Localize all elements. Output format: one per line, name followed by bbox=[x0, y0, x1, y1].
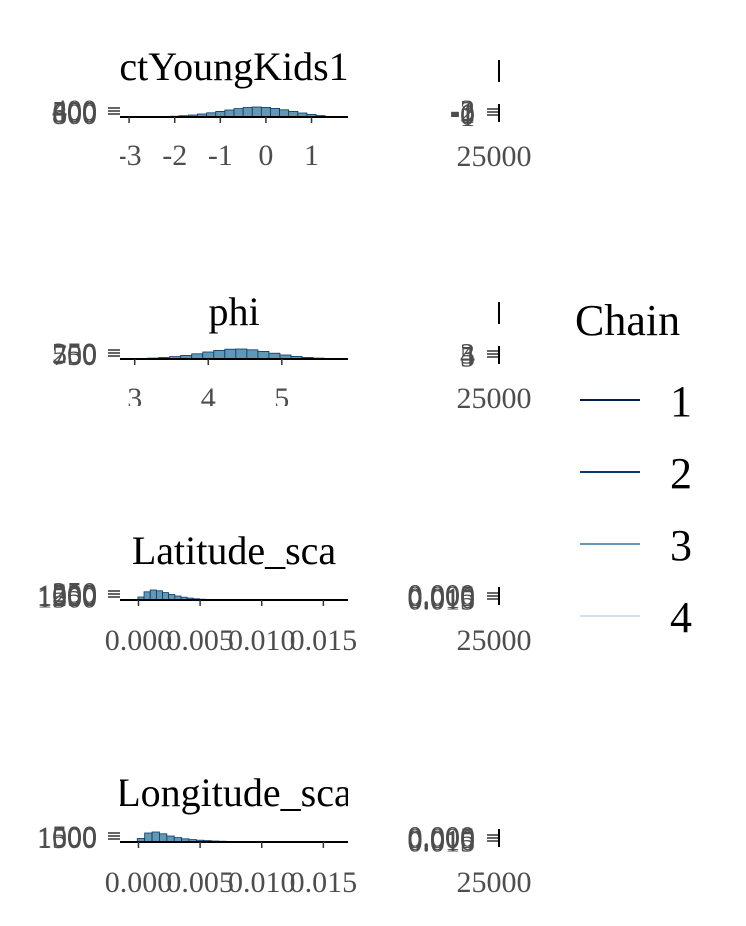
hist-bar bbox=[213, 349, 226, 360]
x-tick-label: 0.005 bbox=[166, 866, 234, 899]
panel-trace-2: 345 25000 bbox=[457, 302, 532, 415]
x-tick-label: 0.000 bbox=[105, 866, 173, 899]
trace-y-tick-label: 4 bbox=[460, 339, 475, 372]
trace-y-tick-label: -1 bbox=[450, 97, 475, 130]
hist-bar bbox=[251, 106, 262, 118]
trace-y-tick-label: 0.015 bbox=[408, 825, 476, 858]
hist-bar bbox=[242, 107, 253, 118]
panel-hist-4: Longitude_sca bbox=[116, 770, 352, 843]
trace-y-tick-label: 5 bbox=[460, 341, 475, 374]
trace-y-tick-label: 0.005 bbox=[408, 580, 476, 613]
hist-bar bbox=[224, 348, 237, 360]
x-tick-label: -1 bbox=[208, 139, 233, 172]
hist-bar bbox=[144, 832, 153, 843]
trace-y-tick-label: 0.000 bbox=[408, 579, 476, 612]
trace-y-tick-label: 0.000 bbox=[408, 821, 476, 854]
x-tick-label: 5 bbox=[274, 382, 289, 415]
hist-bar bbox=[235, 348, 248, 360]
panel-hist-3: Latitude_sca bbox=[120, 528, 348, 601]
legend-label-chain-2: 2 bbox=[670, 449, 692, 498]
trace-y-tick-label: 0.010 bbox=[408, 824, 476, 857]
legend: Chain 1 2 3 4 bbox=[575, 296, 692, 642]
x-tick-label: 0 bbox=[258, 139, 273, 172]
hist-bar bbox=[233, 108, 244, 118]
y-tick-label: 500 bbox=[52, 820, 97, 853]
trace-x-tick: 25000 bbox=[457, 624, 532, 657]
legend-label-chain-3: 3 bbox=[670, 521, 692, 570]
hist-bar bbox=[162, 592, 170, 601]
hist-bar bbox=[149, 589, 157, 601]
legend-title: Chain bbox=[575, 296, 680, 345]
x-tick-label: 0.010 bbox=[228, 866, 296, 899]
hist-bar bbox=[143, 591, 151, 601]
hist-bar bbox=[151, 831, 160, 843]
y-tick-label: 500 bbox=[52, 338, 97, 371]
x-tick-label: 1 bbox=[304, 139, 319, 172]
trace-x-tick: 25000 bbox=[457, 140, 532, 173]
trace-y-tick-label: 3 bbox=[460, 337, 475, 370]
trace-y-tick-label: 0.005 bbox=[408, 822, 476, 855]
y-tick-label: 1500 bbox=[37, 581, 97, 614]
trace-y-tick-label: -3 bbox=[450, 94, 475, 127]
trace-y-tick-label: 1 bbox=[460, 100, 475, 133]
y-tick-label: 250 bbox=[52, 577, 97, 610]
x-tick-label: 0.000 bbox=[105, 624, 173, 657]
y-tick-label: 1000 bbox=[37, 821, 97, 854]
hist-bar bbox=[270, 108, 281, 118]
x-tick-label: 3 bbox=[127, 382, 142, 415]
x-tick-label: 0.010 bbox=[228, 624, 296, 657]
trace-y-tick-label: -2 bbox=[450, 95, 475, 128]
hist-bar bbox=[159, 833, 168, 843]
hist-bar bbox=[202, 351, 215, 360]
panel-title: Longitude_sca bbox=[116, 770, 352, 815]
panel-title: ctYoungKids1 bbox=[119, 44, 348, 89]
hist-bar bbox=[279, 109, 290, 118]
panel-hist-1: ctYoungKids1 -3 -2 -1 0 1 bbox=[117, 44, 348, 172]
trace-x-tick: 25000 bbox=[457, 866, 532, 899]
panel-title: Latitude_sca bbox=[132, 528, 337, 573]
trace-x-tick: 25000 bbox=[457, 382, 532, 415]
y-tick-label: 500 bbox=[52, 578, 97, 611]
legend-label-chain-4: 4 bbox=[670, 593, 692, 642]
x-tick-label: 0.005 bbox=[166, 624, 234, 657]
y-tick-label: 1000 bbox=[37, 579, 97, 612]
hist-bar bbox=[246, 349, 259, 360]
trace-y-tick-label: 0.015 bbox=[408, 583, 476, 616]
y-tick-label: 800 bbox=[52, 98, 97, 131]
y-tick-label: 600 bbox=[52, 97, 97, 130]
legend-label-chain-1: 1 bbox=[670, 377, 692, 426]
y-tick-label: 1500 bbox=[37, 822, 97, 855]
hist-bar bbox=[155, 590, 163, 601]
x-tick-label: 4 bbox=[201, 382, 216, 415]
y-tick-label: 750 bbox=[52, 339, 97, 372]
x-tick-label: -3 bbox=[117, 139, 142, 172]
y-tick-label: 500 bbox=[52, 95, 97, 128]
hist-bar bbox=[260, 107, 271, 118]
x-tick-label: -2 bbox=[162, 139, 187, 172]
trace-y-tick-label: 0 bbox=[460, 99, 475, 132]
y-tick-label: 1250 bbox=[37, 580, 97, 613]
panel-hist-2: phi 3 4 5 bbox=[120, 289, 348, 415]
panel-trace-1: -3-2-101 25000 bbox=[450, 60, 532, 173]
panel-title: phi bbox=[208, 289, 259, 334]
y-tick-label: 400 bbox=[52, 94, 97, 127]
x-tick-label: 0.015 bbox=[290, 624, 358, 657]
hist-bar bbox=[257, 350, 270, 360]
hist-bar bbox=[224, 109, 235, 118]
x-tick-label: 0.015 bbox=[290, 866, 358, 899]
trace-y-tick-label: 0.010 bbox=[408, 582, 476, 615]
y-tick-label: 250 bbox=[52, 337, 97, 370]
